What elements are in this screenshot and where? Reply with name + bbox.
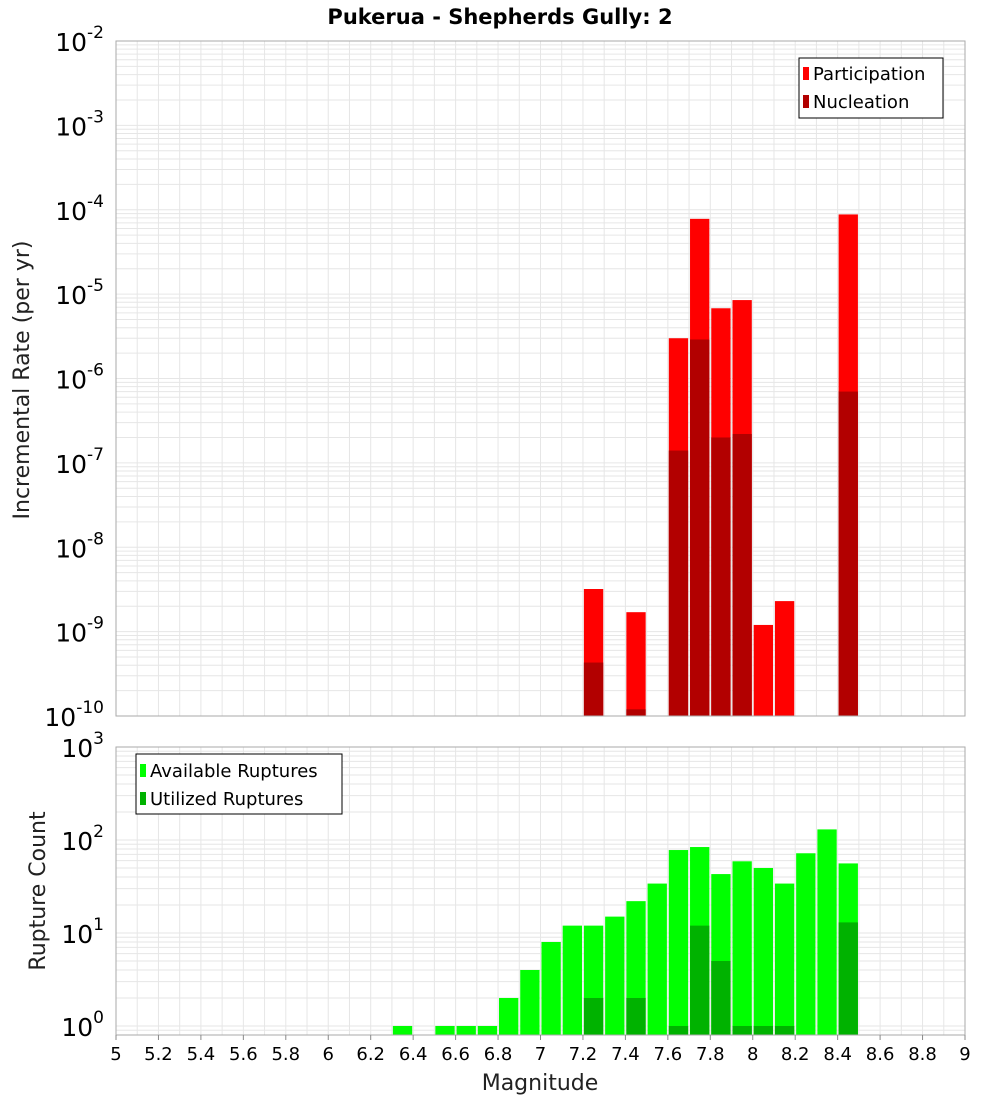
count-legend-box	[135, 753, 343, 815]
available-bar	[435, 1025, 455, 1035]
count-y-tick-label: 100	[61, 1008, 104, 1042]
x-axis-label: Magnitude	[482, 1071, 599, 1096]
available-bar	[732, 861, 752, 1035]
x-tick-label: 6.6	[441, 1044, 470, 1065]
rate-bars	[583, 214, 858, 717]
count-panel: 100 101 102 103 5 5.2 5.4 5.6 5.8 6 6.2 6.4 6.6 6.8 7…	[26, 729, 971, 1096]
x-tick-label: 5.6	[229, 1044, 258, 1065]
nucleation-bar	[583, 662, 604, 716]
x-tick-label: 5.4	[187, 1044, 216, 1065]
x-tick-label: 8.2	[781, 1044, 810, 1065]
participation-bar	[774, 601, 795, 716]
x-tick-label: 5.2	[144, 1044, 173, 1065]
rate-y-tick-label: 10-7	[55, 445, 104, 479]
count-x-ticks: 5 5.2 5.4 5.6 5.8 6 6.2 6.4 6.6 6.8 7 7.2 7.4 7.6 7.8 8…	[110, 1035, 971, 1065]
utilized-bar	[711, 960, 731, 1035]
x-tick-label: 5	[110, 1044, 121, 1065]
legend-swatch-participation	[803, 67, 809, 80]
nucleation-bar	[626, 709, 646, 716]
rate-legend-box	[798, 57, 944, 119]
rate-y-ticks: 10-10 10-9 10-8 10-7 10-6 10-5 10-4 10-3 10-2	[44, 23, 104, 732]
chart-title: Pukerua - Shepherds Gully: 2	[327, 5, 672, 29]
utilized-bar	[668, 1025, 689, 1035]
x-tick-label: 6.2	[356, 1044, 385, 1065]
rate-y-axis-label: Incremental Rate (per yr)	[10, 241, 35, 520]
available-bar	[541, 942, 561, 1035]
available-bar	[668, 850, 689, 1035]
available-bar	[562, 925, 582, 1035]
legend-swatch-nucleation	[803, 95, 809, 108]
utilized-bar	[753, 1025, 774, 1035]
rate-y-tick-label: 10-3	[55, 107, 104, 141]
rate-y-tick-label: 10-8	[55, 529, 104, 563]
x-tick-label: 7.2	[569, 1044, 598, 1065]
available-bar	[520, 969, 540, 1035]
legend-label-nucleation: Nucleation	[813, 92, 909, 113]
rate-y-tick-label: 10-2	[55, 23, 104, 57]
legend-label-available: Available Ruptures	[150, 761, 318, 782]
available-bar	[753, 867, 774, 1035]
utilized-bar	[732, 1025, 752, 1035]
available-bar	[499, 997, 519, 1035]
x-tick-label: 8.4	[823, 1044, 852, 1065]
nucleation-bar	[732, 433, 752, 716]
legend-label-utilized: Utilized Ruptures	[150, 789, 303, 810]
utilized-bar	[774, 1025, 795, 1035]
x-tick-label: 7	[535, 1044, 546, 1065]
rate-y-tick-label: 10-6	[55, 361, 104, 395]
count-y-tick-label: 102	[61, 822, 104, 856]
legend-label-participation: Participation	[813, 64, 925, 85]
available-bar	[774, 883, 795, 1035]
x-tick-label: 6	[323, 1044, 334, 1065]
rate-legend: Participation Nucleation	[798, 57, 944, 119]
count-bars	[392, 829, 858, 1035]
x-tick-label: 8	[747, 1044, 758, 1065]
participation-bar	[753, 624, 774, 716]
nucleation-bar	[711, 437, 731, 716]
rate-plot-frame	[115, 40, 966, 717]
count-legend: Available Ruptures Utilized Ruptures	[135, 753, 343, 815]
available-bar	[477, 1025, 498, 1035]
available-bar	[456, 1025, 476, 1035]
x-tick-label: 5.8	[271, 1044, 300, 1065]
x-tick-label: 6.4	[399, 1044, 428, 1065]
count-y-ticks: 100 101 102 103	[61, 729, 104, 1042]
available-bar	[647, 883, 667, 1035]
rate-panel: 10-10 10-9 10-8 10-7 10-6 10-5 10-4 10-3 10-2 In…	[10, 23, 966, 732]
available-bar	[605, 916, 625, 1035]
legend-swatch-utilized	[140, 792, 146, 805]
x-tick-label: 8.8	[908, 1044, 937, 1065]
x-tick-label: 6.8	[484, 1044, 513, 1065]
nucleation-bar	[690, 339, 710, 716]
x-tick-label: 9	[959, 1044, 970, 1065]
nucleation-bar	[668, 450, 689, 716]
nucleation-bar	[838, 391, 858, 716]
rate-grid	[115, 40, 966, 717]
x-tick-label: 8.6	[866, 1044, 895, 1065]
rate-y-tick-label: 10-4	[55, 192, 104, 226]
x-tick-label: 7.6	[654, 1044, 683, 1065]
rate-y-tick-label: 10-5	[55, 276, 104, 310]
count-y-axis-label: Rupture Count	[26, 811, 51, 971]
legend-swatch-available	[140, 764, 146, 777]
utilized-bar	[690, 925, 710, 1035]
utilized-bar	[838, 922, 858, 1035]
count-y-tick-label: 101	[61, 915, 104, 949]
x-tick-label: 7.8	[696, 1044, 725, 1065]
utilized-bar	[626, 997, 646, 1035]
available-bar	[817, 829, 837, 1035]
available-bar	[796, 853, 816, 1035]
x-tick-label: 7.4	[611, 1044, 640, 1065]
utilized-bar	[583, 997, 604, 1035]
available-bar	[392, 1025, 413, 1035]
count-y-tick-label: 103	[61, 729, 104, 763]
rate-y-tick-label: 10-10	[44, 698, 104, 732]
rate-y-tick-label: 10-9	[55, 614, 104, 648]
participation-bar	[626, 612, 646, 716]
